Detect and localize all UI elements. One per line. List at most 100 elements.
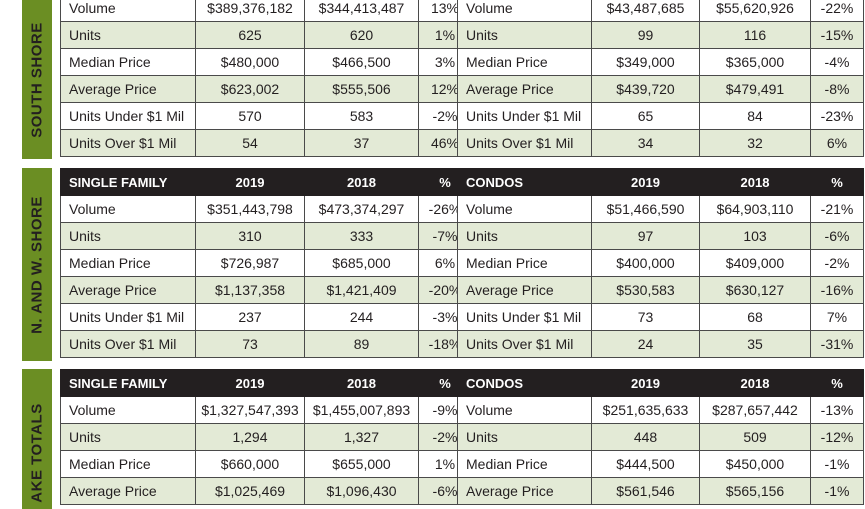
table-cell: -16% — [810, 276, 864, 304]
table-cell: 97 — [591, 222, 700, 250]
row-label: Average Price — [60, 276, 196, 304]
column-header: % — [810, 369, 864, 397]
table-row: Volume $51,466,590 $64,903,110 -21% — [457, 195, 864, 223]
table-row: Average Price $623,002 $555,506 12% — [60, 75, 472, 103]
region-label-south-shore: SOUTH SHORE — [22, 0, 52, 159]
table-cell: 103 — [699, 222, 811, 250]
table-row: Average Price $561,546 $565,156 -1% — [457, 477, 864, 505]
column-header: 2018 — [699, 168, 811, 196]
row-label: Units Under $1 Mil — [60, 102, 196, 130]
table-cell: -31% — [810, 330, 864, 358]
table-row: Average Price $1,025,469 $1,096,430 -6% — [60, 477, 472, 505]
column-header-category: SINGLE FAMILY — [60, 168, 196, 196]
table-cell: 73 — [591, 303, 700, 331]
table-single-family-south-shore: Volume $389,376,182 $344,413,487 13% Units 62… — [60, 0, 472, 157]
row-label: Volume — [60, 396, 196, 424]
table-cell: $409,000 — [699, 249, 811, 277]
table-cell: $251,635,633 — [591, 396, 700, 424]
table-row: Units 97 103 -6% — [457, 222, 864, 250]
table-cell: 620 — [304, 21, 419, 49]
table-cell: $64,903,110 — [699, 195, 811, 223]
table-cell: $344,413,487 — [304, 0, 419, 22]
row-label: Volume — [457, 195, 592, 223]
table-row: Volume $251,635,633 $287,657,442 -13% — [457, 396, 864, 424]
table-cell: -21% — [810, 195, 864, 223]
row-label: Units — [457, 21, 592, 49]
table-cell: 583 — [304, 102, 419, 130]
row-label: Volume — [457, 0, 592, 22]
table-cell: $561,546 — [591, 477, 700, 505]
table-cell: $43,487,685 — [591, 0, 700, 22]
table-cell: -4% — [810, 48, 864, 76]
table-cell: 509 — [699, 423, 811, 451]
table-cell: $685,000 — [304, 249, 419, 277]
table-header-row: CONDOS 2019 2018% — [457, 168, 864, 196]
table-cell: -2% — [810, 249, 864, 277]
table-cell: -13% — [810, 396, 864, 424]
table-row: Median Price $400,000 $409,000 -2% — [457, 249, 864, 277]
table-cell: -22% — [810, 0, 864, 22]
table-cell: $466,500 — [304, 48, 419, 76]
table-row: Average Price $439,720 $479,491 -8% — [457, 75, 864, 103]
table-cell: -8% — [810, 75, 864, 103]
table-cell: 89 — [304, 330, 419, 358]
table-row: Average Price $1,137,358 $1,421,409 -20% — [60, 276, 472, 304]
table-row: Units 1,294 1,327 -2% — [60, 423, 472, 451]
table-row: Median Price $726,987 $685,000 6% — [60, 249, 472, 277]
table-cell: 65 — [591, 102, 700, 130]
table-single-family-lake-totals: SINGLE FAMILY 2019 2018% Volume $1,327,547,3… — [60, 369, 472, 505]
table-cell: $480,000 — [195, 48, 305, 76]
table-row: Volume $43,487,685 $55,620,926 -22% — [457, 0, 864, 22]
table-cell: 237 — [195, 303, 305, 331]
column-header: 2019 — [591, 168, 700, 196]
table-header-row: SINGLE FAMILY 2019 2018% — [60, 369, 472, 397]
table-cell: $55,620,926 — [699, 0, 811, 22]
table-row: Units 448 509 -12% — [457, 423, 864, 451]
row-label: Average Price — [457, 477, 592, 505]
table-cell: $1,137,358 — [195, 276, 305, 304]
column-header: 2019 — [591, 369, 700, 397]
row-label: Units — [60, 21, 196, 49]
row-label: Units — [60, 222, 196, 250]
table-row: Units Under $1 Mil 65 84 -23% — [457, 102, 864, 130]
row-label: Units Over $1 Mil — [457, 129, 592, 157]
table-cell: $530,583 — [591, 276, 700, 304]
row-label: Volume — [60, 0, 196, 22]
table-cell: -15% — [810, 21, 864, 49]
table-cell: 244 — [304, 303, 419, 331]
table-cell: 310 — [195, 222, 305, 250]
table-cell: $1,327,547,393 — [195, 396, 305, 424]
table-cell: 625 — [195, 21, 305, 49]
table-row: Units 625 620 1% — [60, 21, 472, 49]
row-label: Units Under $1 Mil — [60, 303, 196, 331]
table-cell: $1,455,007,893 — [304, 396, 419, 424]
table-cell: -6% — [810, 222, 864, 250]
row-label: Median Price — [457, 450, 592, 478]
table-cell: 99 — [591, 21, 700, 49]
region-label-text: N. AND W. SHORE — [28, 195, 46, 334]
table-cell: $660,000 — [195, 450, 305, 478]
row-label: Median Price — [457, 48, 592, 76]
table-cell: 116 — [699, 21, 811, 49]
table-cell: 570 — [195, 102, 305, 130]
row-label: Units — [457, 423, 592, 451]
region-label-lake-totals: AKE TOTALS — [22, 369, 52, 509]
table-cell: -1% — [810, 477, 864, 505]
row-label: Average Price — [457, 276, 592, 304]
table-cell: 73 — [195, 330, 305, 358]
column-header-category: CONDOS — [457, 168, 592, 196]
table-cell: 1,294 — [195, 423, 305, 451]
table-single-family-n-and-w-shore: SINGLE FAMILY 2019 2018% Volume $351,443,798… — [60, 168, 472, 358]
table-cell: $726,987 — [195, 249, 305, 277]
table-cell: $565,156 — [699, 477, 811, 505]
row-label: Average Price — [457, 75, 592, 103]
row-label: Average Price — [60, 477, 196, 505]
table-cell: -1% — [810, 450, 864, 478]
row-label: Median Price — [60, 48, 196, 76]
table-row: Median Price $349,000 $365,000 -4% — [457, 48, 864, 76]
table-cell: $389,376,182 — [195, 0, 305, 22]
table-cell: 24 — [591, 330, 700, 358]
table-cell: $450,000 — [699, 450, 811, 478]
region-label-text: SOUTH SHORE — [28, 21, 46, 138]
table-cell: -12% — [810, 423, 864, 451]
